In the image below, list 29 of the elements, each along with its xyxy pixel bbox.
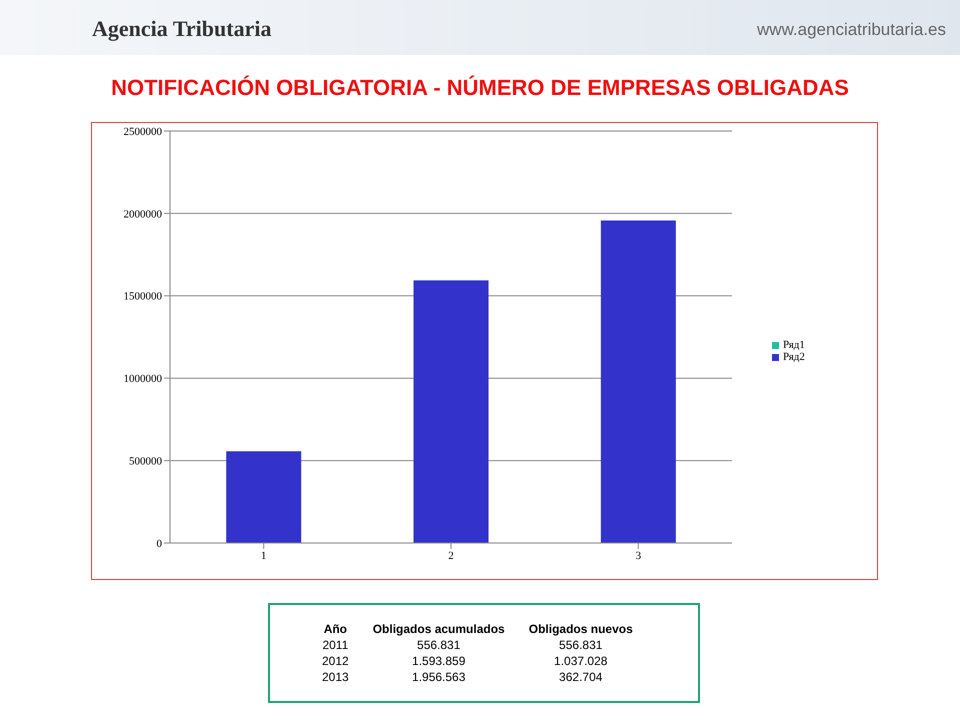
- text: 1.956.563: [411, 669, 466, 685]
- text: 556.831: [416, 637, 462, 653]
- legend-label: Ряд2: [783, 351, 805, 363]
- text: 1.593.859: [411, 653, 466, 669]
- text: Agencia Tributaria: [92, 16, 272, 42]
- x-tick-label: 1: [260, 550, 266, 562]
- text: 2011: [321, 637, 350, 653]
- y-tick-label: 2500000: [124, 126, 162, 138]
- text: 2013: [321, 669, 350, 685]
- y-tick-label: 2000000: [124, 208, 162, 220]
- x-tick-label: 3: [636, 550, 642, 562]
- bar: [414, 280, 489, 543]
- text: www.agenciatributaria.es: [757, 20, 946, 40]
- text: Obligados acumulados: [372, 621, 506, 637]
- y-tick-label: 0: [156, 538, 162, 550]
- text: Obligados nuevos: [528, 621, 634, 637]
- bar: [600, 220, 676, 543]
- y-tick-label: 1500000: [124, 290, 162, 303]
- bar: [226, 451, 302, 543]
- text: Año: [322, 621, 348, 637]
- y-tick-label: 1000000: [124, 373, 162, 386]
- text: 2012: [321, 653, 350, 669]
- text: 1.037.028: [553, 653, 608, 669]
- x-tick-label: 2: [448, 550, 454, 562]
- chart-title: NOTIFICACIÓN OBLIGATORIA - NÚMERO DE EMPRESAS OBLIGADAS: [110, 75, 850, 101]
- legend-label: Ряд1: [783, 339, 805, 351]
- y-tick-label: 500000: [129, 456, 162, 468]
- text: 362.704: [558, 669, 604, 685]
- text: 556.831: [558, 637, 604, 653]
